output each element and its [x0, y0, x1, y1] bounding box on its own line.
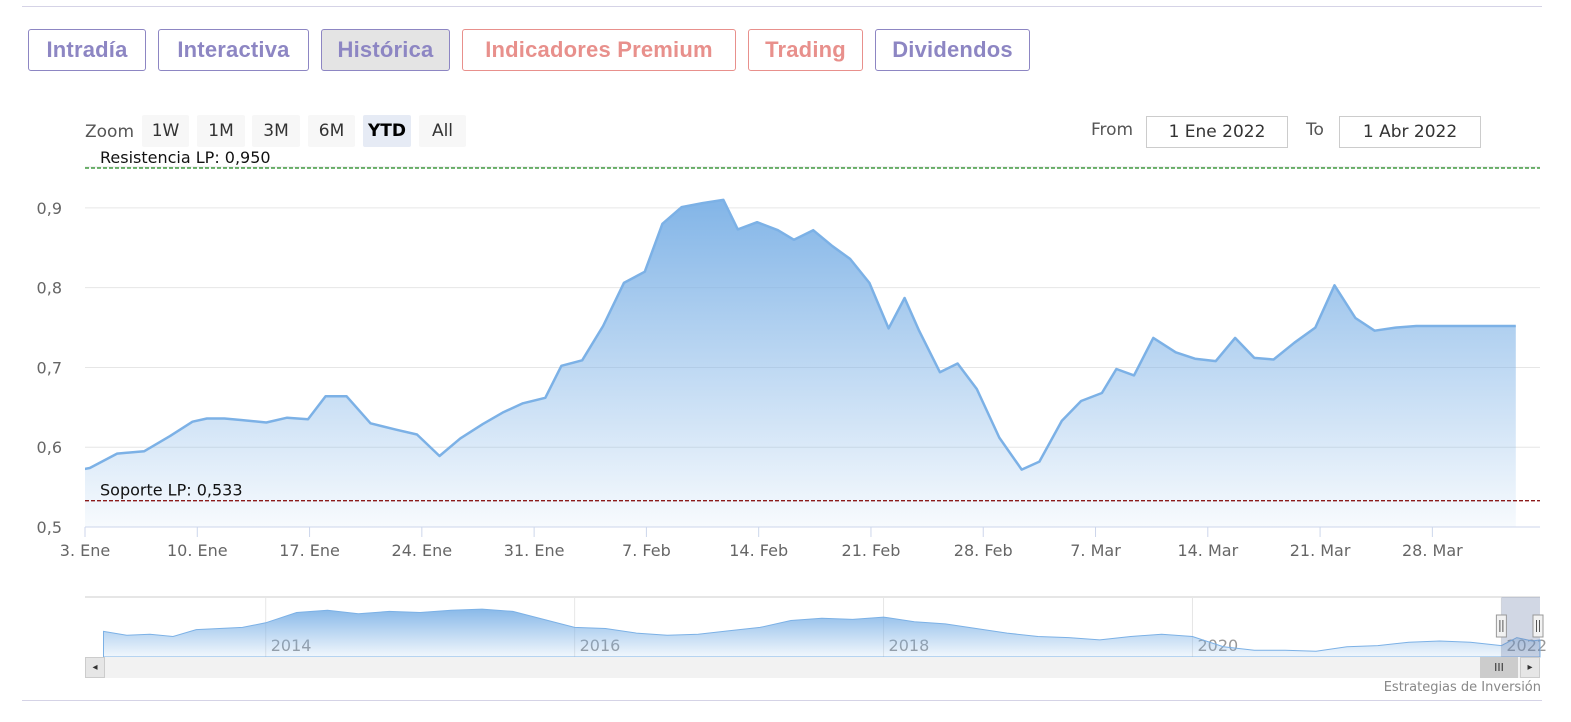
x-tick-label: 17. Ene — [279, 541, 340, 560]
price-chart: 0,5 0,6 0,7 0,8 0,9 3. Ene 10. Ene 17. Ene 24. … — [37, 148, 1547, 658]
zoom-3m-button[interactable]: 3M — [252, 115, 300, 147]
zoom-1m-button[interactable]: 1M — [197, 115, 245, 147]
scrollbar-thumb[interactable]: III — [1480, 657, 1518, 678]
navigator-right-handle[interactable] — [1532, 614, 1544, 638]
resistance-label: Resistencia LP: 0,950 — [100, 148, 271, 167]
x-tick-label: 7. Feb — [622, 541, 671, 560]
navigator-left-handle[interactable] — [1495, 614, 1507, 638]
to-date-input[interactable] — [1339, 116, 1481, 148]
x-tick-label: 21. Feb — [842, 541, 901, 560]
x-tick-label: 7. Mar — [1070, 541, 1121, 560]
support-label: Soporte LP: 0,533 — [100, 481, 243, 500]
x-tick-label: 21. Mar — [1290, 541, 1351, 560]
x-tick-label: 31. Ene — [504, 541, 565, 560]
y-tick-label: 0,5 — [37, 518, 62, 537]
zoom-ytd-button[interactable]: YTD — [363, 115, 411, 147]
zoom-label: Zoom — [85, 122, 135, 142]
x-tick-label: 14. Feb — [729, 541, 788, 560]
y-tick-label: 0,6 — [37, 438, 62, 457]
x-tick-label: 14. Mar — [1177, 541, 1238, 560]
y-tick-label: 0,9 — [37, 199, 62, 218]
x-tick-label: 28. Mar — [1402, 541, 1463, 560]
scroll-left-button[interactable]: ◂ — [85, 657, 105, 678]
scroll-right-button[interactable]: ▸ — [1520, 657, 1540, 678]
tab-intradia[interactable]: Intradía — [28, 29, 146, 71]
tab-trading[interactable]: Trading — [748, 29, 863, 71]
navigator-handles[interactable] — [1495, 614, 1544, 638]
zoom-1w-button[interactable]: 1W — [142, 115, 189, 147]
tab-dividendos[interactable]: Dividendos — [875, 29, 1030, 71]
x-axis-ticks: 3. Ene 10. Ene 17. Ene 24. Ene 31. Ene 7. Feb… — [60, 527, 1463, 560]
tab-historica[interactable]: Histórica — [321, 29, 450, 71]
x-tick-label: 24. Ene — [392, 541, 453, 560]
x-tick-label: 28. Feb — [954, 541, 1013, 560]
y-tick-label: 0,7 — [37, 358, 62, 377]
price-area — [85, 199, 1516, 527]
price-line — [85, 198, 1516, 471]
from-label: From — [1091, 120, 1134, 140]
support-resistance-lines: Resistencia LP: 0,950 Soporte LP: 0,533 — [85, 148, 1540, 502]
handle-body — [1532, 614, 1544, 638]
tab-indicadores-premium[interactable]: Indicadores Premium — [462, 29, 736, 71]
navigator-scrollbar[interactable]: ◂ III ▸ — [85, 657, 1540, 678]
top-divider — [22, 6, 1542, 7]
to-label: To — [1306, 120, 1324, 140]
zoom-all-button[interactable]: All — [419, 115, 466, 147]
from-date-input[interactable] — [1146, 116, 1288, 148]
chart-credit: Estrategias de Inversión — [1383, 680, 1541, 695]
zoom-6m-button[interactable]: 6M — [308, 115, 355, 147]
y-tick-label: 0,8 — [37, 279, 62, 298]
y-axis-labels: 0,5 0,6 0,7 0,8 0,9 — [37, 199, 62, 537]
navigator[interactable]: 20142016201820202022 — [85, 596, 1547, 658]
bottom-divider — [22, 700, 1542, 701]
navigator-series — [103, 608, 1541, 658]
x-tick-label: 10. Ene — [167, 541, 228, 560]
tab-interactiva[interactable]: Interactiva — [158, 29, 309, 71]
handle-body — [1495, 614, 1507, 638]
x-tick-label: 3. Ene — [60, 541, 110, 560]
